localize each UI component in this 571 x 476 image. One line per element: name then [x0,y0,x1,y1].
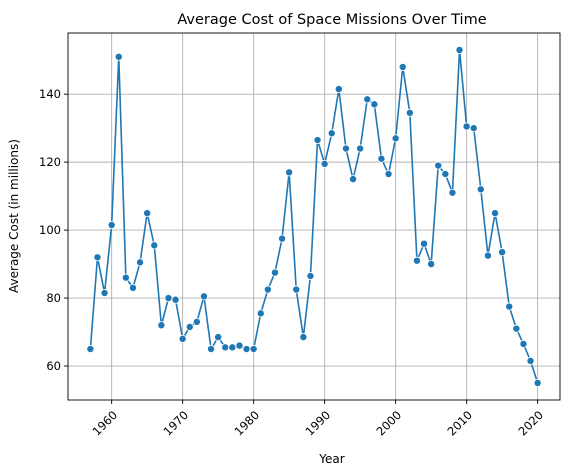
data-point [427,260,436,269]
data-point [398,62,407,71]
data-point [526,356,535,365]
data-point [505,302,514,311]
series-line [89,49,539,384]
data-point [100,288,109,297]
y-axis-ticks: 60 80 100 120 140 [39,87,68,373]
data-point [306,271,315,280]
data-point [128,283,137,292]
data-point [313,136,322,145]
data-point [207,345,216,354]
data-point [221,343,230,352]
data-point [512,324,521,333]
x-tick-label: 1960 [90,408,121,439]
data-point [242,345,251,354]
x-tick-label: 2020 [516,408,547,439]
data-point [420,239,429,248]
data-point [150,241,159,250]
data-point [256,309,265,318]
data-point [391,134,400,143]
data-point [448,188,457,197]
data-point [136,258,145,267]
data-point [476,185,485,194]
data-point [519,339,528,348]
series-markers [86,45,542,388]
data-point [455,45,464,54]
series-path [89,49,539,384]
grid [68,33,560,400]
data-point [299,333,308,342]
data-point [185,322,194,331]
data-point [292,285,301,294]
y-tick-label: 80 [46,291,61,305]
data-point [441,170,450,179]
y-tick-label: 140 [39,87,61,101]
data-point [214,333,223,342]
data-point [143,209,152,218]
data-point [263,285,272,294]
data-point [107,220,116,229]
chart-title: Average Cost of Space Missions Over Time [177,12,486,28]
data-point [270,268,279,277]
x-tick-label: 2000 [374,408,405,439]
data-point [533,379,542,388]
data-point [93,253,102,262]
y-axis-label: Average Cost (in millions) [7,139,21,293]
x-tick-label: 1990 [303,408,334,439]
data-point [483,251,492,260]
y-tick-label: 120 [39,155,61,169]
data-point [285,168,294,177]
data-point [363,95,372,104]
data-point [199,292,208,301]
data-point [327,129,336,138]
data-point [278,234,287,243]
data-point [164,294,173,303]
x-tick-label: 1980 [232,408,263,439]
data-point [228,343,237,352]
plot-frame [67,32,561,401]
data-point [462,122,471,131]
data-point [249,345,258,354]
data-point [86,345,95,354]
data-point [320,159,329,168]
data-point [235,341,244,350]
data-point [370,100,379,109]
data-point [192,317,201,326]
y-tick-label: 60 [46,359,61,373]
data-point [412,256,421,265]
data-point [405,108,414,117]
data-point [157,321,166,330]
data-point [114,52,123,61]
data-point [498,248,507,257]
data-point [349,175,358,184]
data-point [469,124,478,133]
x-axis-label: Year [318,452,344,466]
data-point [178,334,187,343]
x-tick-label: 2010 [445,408,476,439]
x-tick-label: 1970 [161,408,192,439]
y-tick-label: 100 [39,223,61,237]
data-point [171,295,180,304]
x-axis-ticks: 1960 1970 1980 1990 2000 2010 2020 [90,400,547,439]
data-point [434,161,443,170]
data-point [341,144,350,153]
data-point [334,85,343,94]
data-point [121,273,130,282]
data-point [356,144,365,153]
data-point [377,154,386,163]
data-point [384,170,393,179]
data-point [491,209,500,218]
